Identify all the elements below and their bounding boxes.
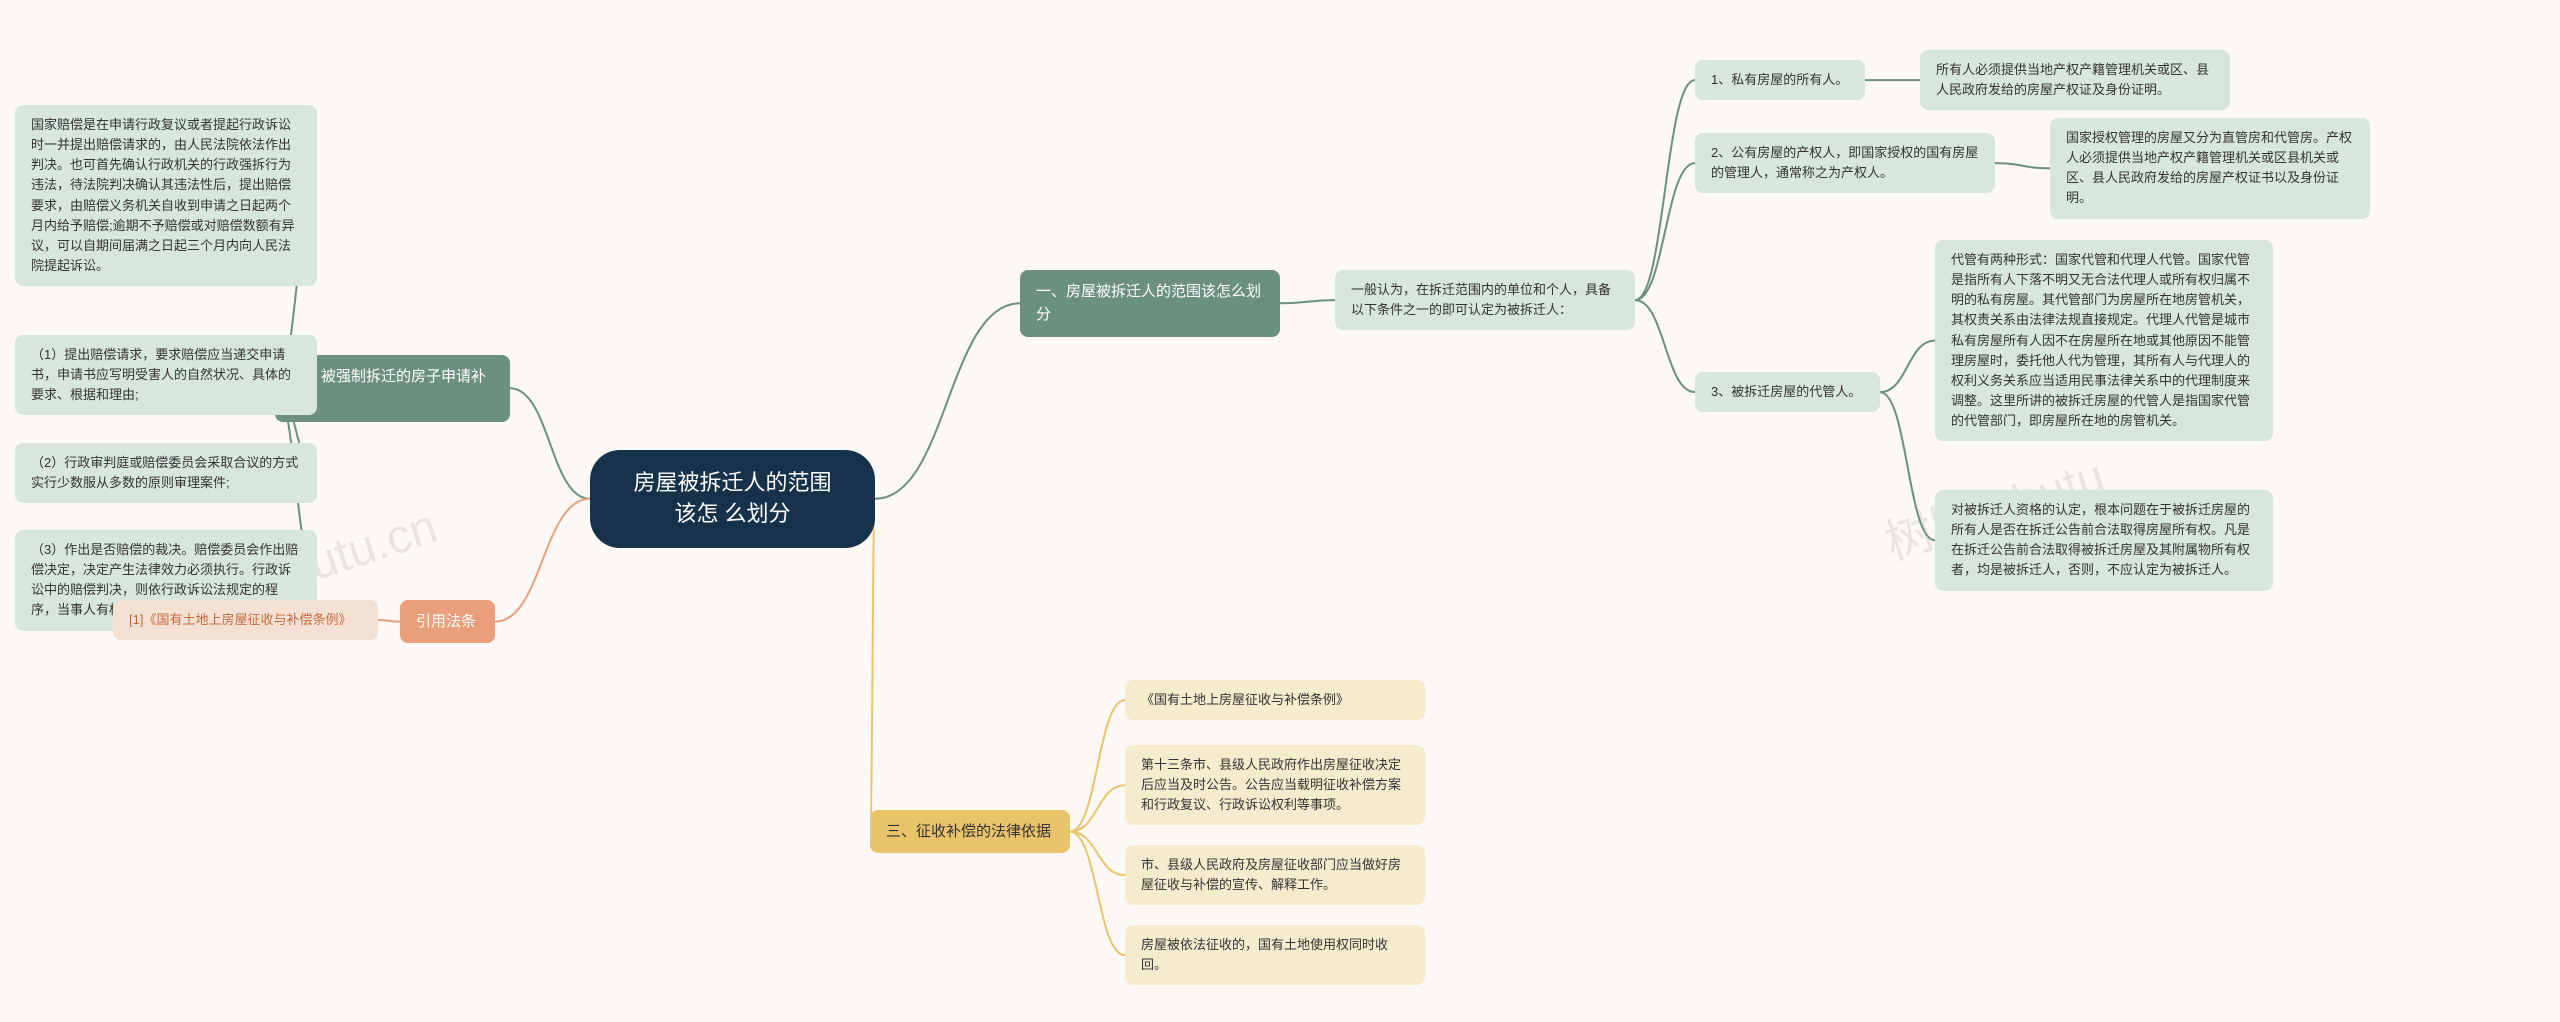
branch-2-item-2: （1）提出赔偿请求，要求赔偿应当递交申请书，申请书应写明受害人的自然状况、具体的… bbox=[15, 335, 317, 415]
branch-1-item-2: 2、公有房屋的产权人，即国家授权的国有房屋的管理人，通常称之为产权人。 bbox=[1695, 133, 1995, 193]
branch-3-item-1: 《国有土地上房屋征收与补偿条例》 bbox=[1125, 680, 1425, 720]
branch-1-intro: 一般认为，在拆迁范围内的单位和个人，具备 以下条件之一的即可认定为被拆迁人： bbox=[1335, 270, 1635, 330]
branch-1-item-3: 3、被拆迁房屋的代管人。 bbox=[1695, 372, 1880, 412]
branch-2-item-3: （2）行政审判庭或赔偿委员会采取合议的方式实行少数服从多数的原则审理案件; bbox=[15, 443, 317, 503]
branch-1-item-3-detail-1: 代管有两种形式：国家代管和代理人代管。国家代管是指所有人下落不明又无合法代理人或… bbox=[1935, 240, 2273, 441]
branch-3-item-2: 第十三条市、县级人民政府作出房屋征收决定后应当及时公告。公告应当载明征收补偿方案… bbox=[1125, 745, 1425, 825]
branch-4-item-1: [1]《国有土地上房屋征收与补偿条例》 bbox=[113, 600, 378, 640]
branch-4-title: 引用法条 bbox=[400, 600, 495, 643]
branch-1-item-1: 1、私有房屋的所有人。 bbox=[1695, 60, 1865, 100]
branch-3-item-4: 房屋被依法征收的，国有土地使用权同时收回。 bbox=[1125, 925, 1425, 985]
branch-1-item-3-detail-2: 对被拆迁人资格的认定，根本问题在于被拆迁房屋的所有人是否在拆迁公告前合法取得房屋… bbox=[1935, 490, 2273, 591]
branch-3-title: 三、征收补偿的法律依据 bbox=[870, 810, 1070, 853]
branch-1-item-2-detail: 国家授权管理的房屋又分为直管房和代管房。产权人必须提供当地产权产籍管理机关或区县… bbox=[2050, 118, 2370, 219]
branch-2-item-1: 国家赔偿是在申请行政复议或者提起行政诉讼时一并提出赔偿请求的，由人民法院依法作出… bbox=[15, 105, 317, 286]
branch-1-item-1-detail: 所有人必须提供当地产权产籍管理机关或区、县人民政府发给的房屋产权证及身份证明。 bbox=[1920, 50, 2230, 110]
branch-3-item-3: 市、县级人民政府及房屋征收部门应当做好房屋征收与补偿的宣传、解释工作。 bbox=[1125, 845, 1425, 905]
branch-1-title: 一、房屋被拆迁人的范围该怎么划 分 bbox=[1020, 270, 1280, 337]
center-node: 房屋被拆迁人的范围该怎 么划分 bbox=[590, 450, 875, 548]
